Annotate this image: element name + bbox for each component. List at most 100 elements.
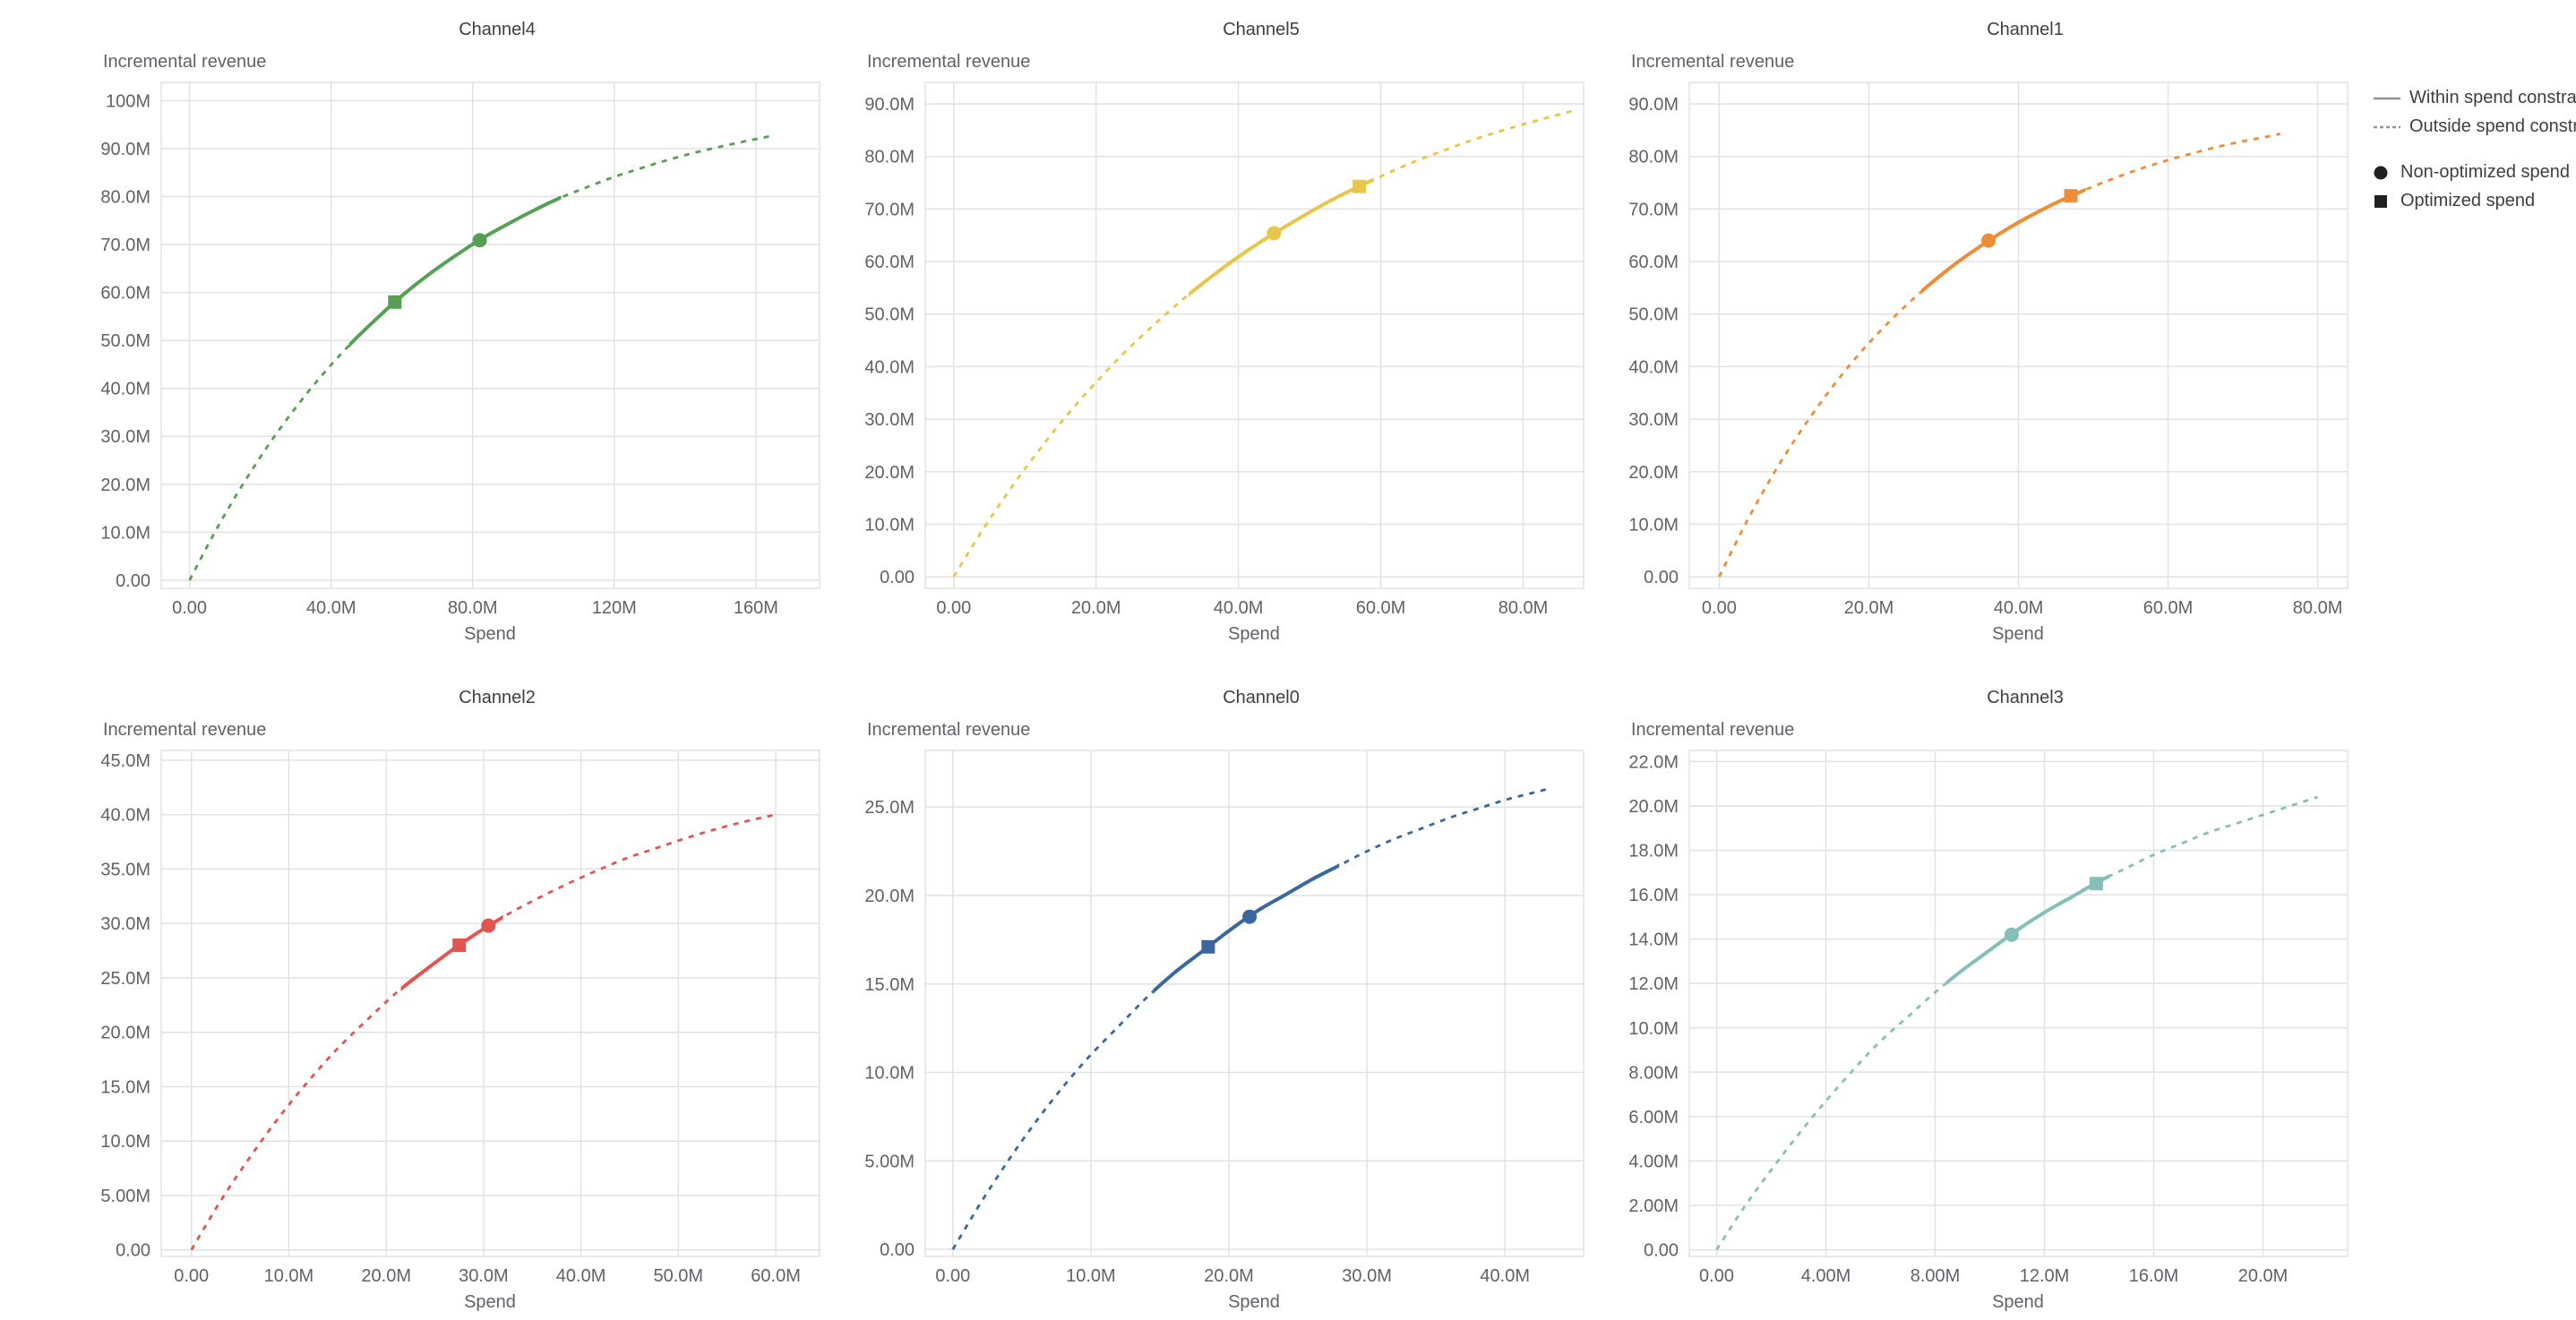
y-tick-label: 30.0M (100, 427, 150, 447)
chart-panel-channel3: Channel3 Incremental revenue Spend 0.00 4… (1604, 673, 2361, 1316)
y-tick-label: 20.0M (864, 463, 914, 483)
chart-panel-channel0: Channel0 Incremental revenue Spend 0.00 1… (840, 673, 1597, 1316)
y-axis-title: Incremental revenue (867, 52, 1031, 72)
y-tick-label: 0.00 (880, 568, 914, 587)
x-tick-label: 0.00 (935, 1266, 970, 1286)
y-tick-label: 18.0M (1628, 842, 1679, 861)
curve-outside-constraint (1718, 133, 2281, 578)
x-tick-label: 4.00M (1801, 1266, 1851, 1286)
y-tick-label: 0.00 (116, 1241, 150, 1261)
y-axis-title: Incremental revenue (1631, 720, 1795, 740)
x-axis-title: Spend (1992, 624, 2044, 644)
curve-within-constraint (1945, 873, 2110, 986)
y-tick-label: 0.00 (1644, 1241, 1679, 1261)
legend-label: Optimized spend (2400, 191, 2536, 210)
non-optimized-spend-marker (472, 233, 487, 248)
square-marker-icon (2374, 194, 2387, 208)
y-tick-label: 60.0M (864, 253, 914, 272)
plot-frame (924, 81, 1584, 589)
non-optimized-spend-marker (1267, 226, 1282, 241)
y-tick-label: 90.0M (100, 140, 150, 159)
y-tick-label: 70.0M (1628, 200, 1679, 219)
curve-outside-constraint (188, 134, 774, 581)
plot-area: 0.00 4.00M 8.00M 12.0M 16.0M 20.0M 0.00 2.00M 4.… (1628, 750, 2348, 1286)
y-tick-label: 50.0M (1628, 305, 1679, 325)
legend-label: Non-optimized spend (2400, 162, 2570, 182)
non-optimized-spend-marker (1981, 233, 1996, 248)
y-axis-title: Incremental revenue (1631, 52, 1795, 72)
x-tick-label: 80.0M (1498, 598, 1549, 618)
chart-title: Channel0 (1223, 688, 1300, 707)
plot-area: 0.00 20.0M 40.0M 60.0M 80.0M 0.00 10.0M 20.0M 30… (864, 81, 1584, 618)
y-tick-label: 50.0M (864, 305, 914, 325)
x-axis-title: Spend (464, 1292, 516, 1312)
y-tick-label: 22.0M (1628, 752, 1679, 772)
x-tick-label: 40.0M (556, 1266, 606, 1286)
x-tick-label: 12.0M (2020, 1266, 2070, 1286)
y-tick-label: 5.00M (100, 1187, 150, 1206)
y-tick-label: 0.00 (880, 1240, 914, 1260)
y-tick-label: 80.0M (100, 188, 150, 208)
y-tick-label: 5.00M (864, 1152, 914, 1171)
x-tick-label: 10.0M (1066, 1266, 1116, 1286)
x-tick-label: 0.00 (936, 598, 971, 618)
y-tick-label: 4.00M (1628, 1152, 1679, 1171)
x-tick-label: 30.0M (459, 1266, 509, 1286)
chart-title: Channel2 (459, 688, 536, 707)
curve-outside-constraint (951, 788, 1547, 1250)
y-tick-label: 60.0M (100, 284, 150, 304)
x-tick-label: 20.0M (1204, 1266, 1254, 1286)
x-tick-label: 20.0M (1071, 598, 1121, 618)
y-tick-label: 15.0M (864, 975, 914, 995)
dashed-line-icon (2374, 125, 2400, 128)
y-tick-label: 50.0M (100, 331, 150, 351)
x-tick-label: 40.0M (1214, 598, 1264, 618)
x-tick-label: 40.0M (1994, 598, 2044, 618)
response-curve-plot-channel0: Spend 0.00 10.0M 20.0M 30.0M 40.0M 0.00 5.00M 1… (864, 750, 1584, 1312)
curve-within-constraint (348, 195, 562, 348)
x-tick-label: 0.00 (172, 598, 207, 618)
y-tick-label: 20.0M (1628, 797, 1679, 817)
response-curve-plot-channel2: Spend 0.00 10.0M 20.0M 30.0M 40.0M 50.0M 60.0M… (100, 750, 820, 1312)
x-tick-label: 20.0M (361, 1266, 411, 1286)
y-tick-label: 90.0M (864, 95, 914, 115)
legend-item-outside-constraint: Outside spend constraint (2372, 116, 2576, 137)
y-tick-label: 70.0M (864, 200, 914, 219)
optimized-spend-marker (452, 939, 467, 952)
chart-title: Channel5 (1223, 20, 1300, 39)
chart-panel-channel2: Channel2 Incremental revenue Spend 0.00 1… (76, 673, 833, 1316)
x-axis-title: Spend (1992, 1292, 2044, 1312)
y-tick-label: 10.0M (864, 1064, 914, 1084)
curve-within-constraint (1189, 177, 1374, 297)
legend-item-optimized-spend: Optimized spend (2372, 191, 2576, 211)
legend-item-within-constraint: Within spend constraint (2372, 88, 2576, 108)
x-tick-label: 60.0M (1356, 598, 1406, 618)
non-optimized-spend-marker (481, 918, 496, 933)
plot-frame (1688, 81, 2348, 589)
y-tick-label: 20.0M (100, 476, 150, 495)
x-axis-title: Spend (1228, 624, 1280, 644)
y-tick-label: 25.0M (100, 969, 150, 989)
x-tick-label: 30.0M (1342, 1266, 1392, 1286)
y-tick-label: 20.0M (1628, 463, 1679, 483)
x-tick-label: 80.0M (2293, 598, 2343, 618)
y-tick-label: 20.0M (100, 1024, 150, 1043)
x-tick-label: 0.00 (1699, 1266, 1734, 1286)
y-tick-label: 30.0M (1628, 410, 1679, 430)
x-tick-label: 50.0M (654, 1266, 704, 1286)
y-tick-label: 8.00M (1628, 1063, 1679, 1083)
y-tick-label: 10.0M (100, 1132, 150, 1152)
legend-spacer (2372, 145, 2576, 154)
y-tick-label: 16.0M (1628, 886, 1679, 905)
y-tick-label: 0.00 (116, 571, 150, 591)
plot-frame (1688, 750, 2348, 1257)
y-tick-label: 45.0M (100, 751, 150, 771)
y-axis-title: Incremental revenue (103, 52, 267, 72)
chart-panel-channel1: Channel1 Incremental revenue Spend 0.00 2… (1604, 5, 2361, 648)
y-tick-label: 10.0M (1628, 1019, 1679, 1039)
legend-item-non-optimized-spend: Non-optimized spend (2372, 162, 2576, 183)
legend-label: Within spend constraint (2409, 88, 2576, 107)
y-tick-label: 10.0M (100, 523, 150, 543)
y-tick-label: 40.0M (1628, 357, 1679, 377)
y-axis-title: Incremental revenue (867, 720, 1031, 740)
